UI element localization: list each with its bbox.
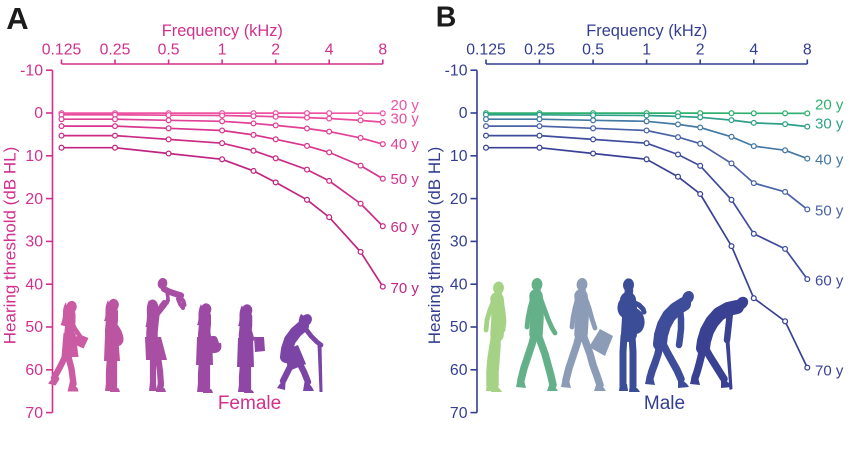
- svg-text:0.25: 0.25: [100, 42, 131, 59]
- svg-text:10: 10: [450, 148, 468, 165]
- svg-text:30 y: 30 y: [815, 116, 844, 133]
- svg-text:0.5: 0.5: [582, 42, 604, 59]
- svg-text:Male: Male: [644, 393, 685, 414]
- svg-text:20: 20: [25, 191, 43, 208]
- svg-text:4: 4: [325, 42, 334, 59]
- svg-text:2: 2: [696, 42, 705, 59]
- svg-text:0.125: 0.125: [42, 42, 82, 59]
- svg-text:70 y: 70 y: [391, 280, 420, 297]
- svg-text:4: 4: [749, 42, 758, 59]
- svg-text:30 y: 30 y: [391, 111, 420, 128]
- svg-text:20 y: 20 y: [391, 97, 420, 114]
- svg-text:1: 1: [642, 42, 651, 59]
- svg-text:Hearing threshold (dB HL): Hearing threshold (dB HL): [1, 147, 20, 344]
- svg-text:30: 30: [25, 234, 43, 251]
- svg-text:60: 60: [450, 362, 468, 379]
- svg-text:A: A: [6, 1, 28, 36]
- svg-text:70 y: 70 y: [815, 363, 844, 380]
- svg-text:-10: -10: [20, 62, 43, 79]
- svg-text:20 y: 20 y: [815, 97, 844, 114]
- svg-text:20: 20: [450, 191, 468, 208]
- svg-text:-10: -10: [445, 62, 468, 79]
- svg-text:Frequency (kHz): Frequency (kHz): [586, 22, 707, 40]
- svg-text:40: 40: [450, 276, 468, 293]
- svg-text:0.25: 0.25: [524, 42, 555, 59]
- svg-text:8: 8: [803, 42, 812, 59]
- svg-text:60: 60: [25, 362, 43, 379]
- svg-text:Hearing threshold (dB HL): Hearing threshold (dB HL): [425, 147, 444, 344]
- svg-text:Frequency (kHz): Frequency (kHz): [162, 22, 283, 40]
- svg-text:50 y: 50 y: [391, 171, 420, 188]
- svg-text:40 y: 40 y: [815, 152, 844, 169]
- svg-text:70: 70: [450, 405, 468, 422]
- svg-text:0: 0: [34, 105, 43, 122]
- svg-text:50 y: 50 y: [815, 203, 844, 220]
- svg-text:1: 1: [218, 42, 227, 59]
- svg-text:B: B: [436, 2, 457, 34]
- svg-text:8: 8: [378, 42, 387, 59]
- svg-text:70: 70: [25, 405, 43, 422]
- svg-text:50: 50: [450, 319, 468, 336]
- svg-text:30: 30: [450, 234, 468, 251]
- svg-text:10: 10: [25, 148, 43, 165]
- svg-text:50: 50: [25, 319, 43, 336]
- svg-text:60 y: 60 y: [391, 219, 420, 236]
- svg-text:Female: Female: [218, 393, 281, 414]
- svg-text:60 y: 60 y: [815, 273, 844, 290]
- svg-text:40 y: 40 y: [391, 136, 420, 153]
- svg-text:0: 0: [459, 105, 468, 122]
- svg-text:40: 40: [25, 276, 43, 293]
- svg-text:0.125: 0.125: [466, 42, 506, 59]
- svg-text:0.5: 0.5: [158, 42, 180, 59]
- svg-text:2: 2: [271, 42, 280, 59]
